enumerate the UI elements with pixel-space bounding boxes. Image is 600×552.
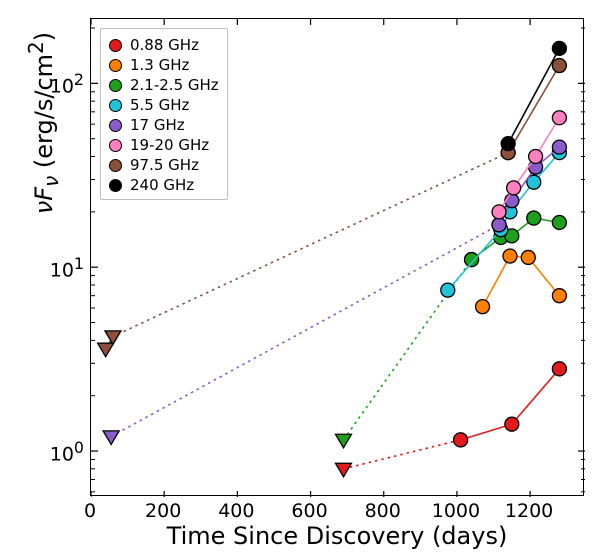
y-axis-label: νFν (erg/s/cm2) bbox=[24, 0, 63, 362]
series-line bbox=[343, 440, 460, 469]
legend-label: 97.5 GHz bbox=[130, 155, 199, 175]
data-marker bbox=[505, 417, 519, 431]
data-marker bbox=[441, 283, 455, 297]
legend-row: 19-20 GHz bbox=[109, 135, 219, 155]
data-marker bbox=[552, 140, 566, 154]
data-marker bbox=[552, 59, 566, 73]
legend-label: 19-20 GHz bbox=[130, 135, 209, 155]
series-line bbox=[483, 256, 560, 307]
x-tick-label: 800 bbox=[358, 500, 408, 522]
upper-limit-marker bbox=[103, 431, 119, 445]
x-tick-label: 600 bbox=[285, 500, 335, 522]
chart-root: 0.88 GHz1.3 GHz2.1-2.5 GHz5.5 GHz17 GHz1… bbox=[0, 0, 600, 552]
data-marker bbox=[476, 300, 490, 314]
legend-row: 240 GHz bbox=[109, 175, 219, 195]
legend-swatch-icon bbox=[109, 79, 122, 92]
upper-limit-marker bbox=[335, 463, 351, 477]
x-axis-label: Time Since Discovery (days) bbox=[90, 522, 584, 550]
data-marker bbox=[465, 253, 479, 267]
legend-swatch-icon bbox=[109, 139, 122, 152]
legend-row: 17 GHz bbox=[109, 115, 219, 135]
upper-limit-marker bbox=[98, 343, 114, 357]
legend-label: 0.88 GHz bbox=[130, 35, 199, 55]
legend-swatch-icon bbox=[109, 119, 122, 132]
legend-label: 2.1-2.5 GHz bbox=[130, 75, 219, 95]
series-line bbox=[111, 225, 499, 437]
data-marker bbox=[492, 218, 506, 232]
legend-label: 1.3 GHz bbox=[130, 55, 189, 75]
data-marker bbox=[552, 216, 566, 230]
y-tick-label: 102 bbox=[50, 70, 84, 97]
legend-box: 0.88 GHz1.3 GHz2.1-2.5 GHz5.5 GHz17 GHz1… bbox=[100, 28, 228, 200]
legend-swatch-icon bbox=[109, 179, 122, 192]
data-marker bbox=[552, 111, 566, 125]
data-marker bbox=[552, 289, 566, 303]
y-tick-label: 101 bbox=[50, 254, 84, 281]
data-marker bbox=[552, 41, 566, 55]
data-marker bbox=[501, 137, 515, 151]
x-tick-label: 0 bbox=[65, 500, 115, 522]
data-marker bbox=[529, 150, 543, 164]
data-marker bbox=[505, 194, 519, 208]
x-tick-label: 1200 bbox=[504, 500, 554, 522]
series-line bbox=[499, 118, 559, 212]
x-tick-label: 1000 bbox=[431, 500, 481, 522]
legend-label: 17 GHz bbox=[130, 115, 185, 135]
legend-swatch-icon bbox=[109, 39, 122, 52]
data-marker bbox=[521, 250, 535, 264]
legend-row: 1.3 GHz bbox=[109, 55, 219, 75]
x-tick-label: 200 bbox=[138, 500, 188, 522]
upper-limit-marker bbox=[105, 331, 121, 345]
data-marker bbox=[552, 362, 566, 376]
legend-swatch-icon bbox=[109, 99, 122, 112]
legend-swatch-icon bbox=[109, 59, 122, 72]
data-marker bbox=[492, 205, 506, 219]
legend-label: 5.5 GHz bbox=[130, 95, 189, 115]
y-tick-label: 100 bbox=[50, 438, 84, 465]
legend-row: 0.88 GHz bbox=[109, 35, 219, 55]
data-marker bbox=[507, 181, 521, 195]
legend-label: 240 GHz bbox=[130, 175, 194, 195]
data-marker bbox=[527, 211, 541, 225]
legend-swatch-icon bbox=[109, 159, 122, 172]
legend-row: 97.5 GHz bbox=[109, 155, 219, 175]
legend-row: 5.5 GHz bbox=[109, 95, 219, 115]
upper-limit-marker bbox=[335, 434, 351, 448]
plot-panel: 0.88 GHz1.3 GHz2.1-2.5 GHz5.5 GHz17 GHz1… bbox=[90, 18, 584, 496]
data-marker bbox=[454, 433, 468, 447]
data-marker bbox=[503, 249, 517, 263]
legend-row: 2.1-2.5 GHz bbox=[109, 75, 219, 95]
series-line bbox=[508, 66, 559, 153]
x-tick-label: 400 bbox=[211, 500, 261, 522]
